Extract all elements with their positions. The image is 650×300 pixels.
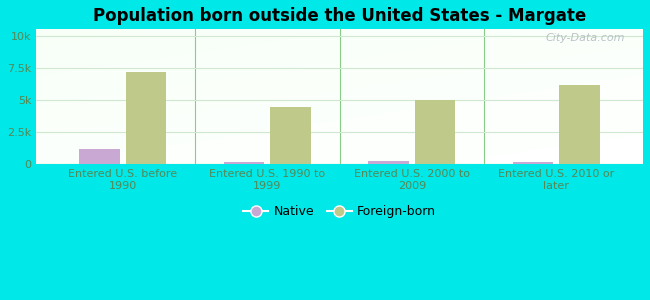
Bar <box>559 85 600 164</box>
Legend: Native, Foreign-born: Native, Foreign-born <box>239 200 441 223</box>
Bar <box>125 72 166 164</box>
Bar <box>270 106 311 164</box>
Bar <box>369 160 409 164</box>
Bar <box>513 163 553 164</box>
Bar <box>224 162 265 164</box>
Bar <box>415 100 455 164</box>
Text: City-Data.com: City-Data.com <box>545 33 625 43</box>
Title: Population born outside the United States - Margate: Population born outside the United State… <box>93 7 586 25</box>
Bar <box>79 149 120 164</box>
